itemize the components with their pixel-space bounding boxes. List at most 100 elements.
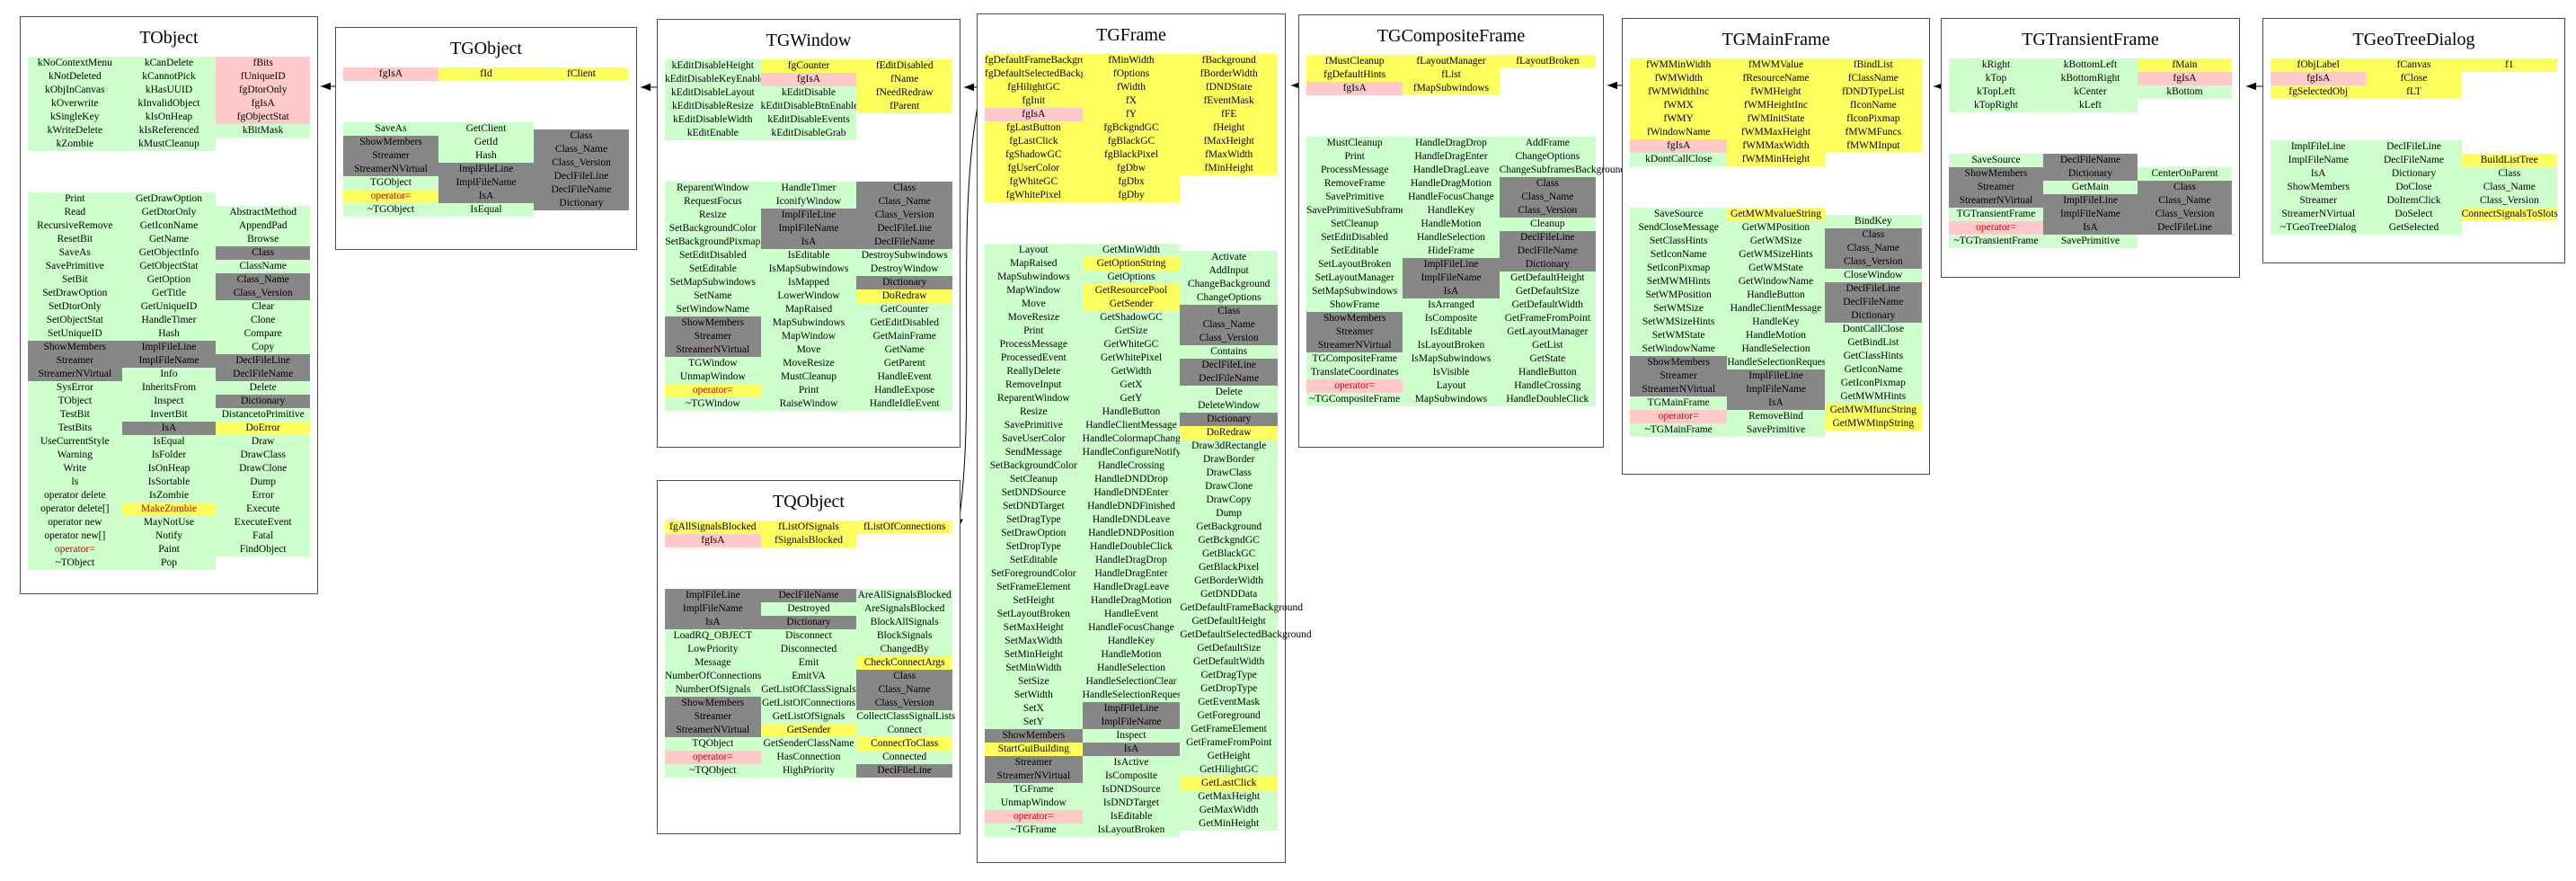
member-cell[interactable]: ConnectSignalsToSlots [2461,208,2558,221]
member-cell[interactable]: StreamerNVirtual [1949,194,2043,208]
member-cell[interactable]: SetDrawOption [985,527,1083,540]
member-cell[interactable]: SaveSource [1630,208,1728,221]
member-cell[interactable]: DrawClass [1180,466,1279,480]
member-cell[interactable]: Print [985,325,1083,338]
member-cell[interactable]: fHeight [1180,121,1279,135]
member-cell[interactable]: Contains [1180,344,1279,359]
member-cell[interactable]: NumberOfSignals [665,683,761,697]
member-cell[interactable]: fX [1082,94,1181,108]
member-cell[interactable]: fObjLabel [2271,58,2367,72]
member-cell[interactable]: kIsReferenced [121,124,217,138]
member-cell[interactable]: GetMWMinpString [1824,416,1922,431]
member-cell[interactable]: kEditDisableEvents [760,113,857,127]
member-cell[interactable]: fMinHeight [1180,162,1279,175]
member-cell[interactable]: StreamerNVirtual [2271,208,2367,221]
member-cell[interactable]: AddFrame [1499,137,1596,150]
member-cell[interactable]: fName [856,73,953,86]
member-cell[interactable]: Print [28,192,122,206]
member-cell[interactable]: HandleTimer [121,314,217,327]
member-cell[interactable]: HandleFocusChange [1082,621,1181,635]
member-cell[interactable]: AddInput [1180,263,1279,278]
member-cell[interactable]: ShowMembers [1949,167,2043,181]
member-cell[interactable]: ProcessMessage [1306,164,1403,177]
member-cell[interactable]: fgIsA [343,67,438,81]
member-cell[interactable]: ImplFileLine [121,341,217,354]
class-title-tobject[interactable]: TObject [139,28,199,48]
member-cell[interactable]: Class_Name [534,142,629,156]
member-cell[interactable]: HandleClientMessage [1082,419,1181,432]
member-cell[interactable]: fMustCleanup [1306,55,1403,68]
member-cell[interactable]: fgShadowGC [985,148,1083,162]
member-cell[interactable]: DeclFileName [760,589,857,602]
member-cell[interactable]: Pop [121,556,217,570]
member-cell[interactable]: Compare [216,327,311,341]
member-cell[interactable]: NumberOfConnections [665,670,762,683]
member-cell[interactable]: SetMinHeight [985,648,1083,662]
member-cell[interactable]: fLayoutBroken [1499,55,1596,68]
member-cell[interactable]: HandleEvent [856,370,953,384]
member-cell[interactable]: fgDefaultHints [1306,68,1403,82]
member-cell[interactable]: IsFolder [121,449,217,462]
member-cell[interactable]: fMapSubwindows [1403,82,1500,95]
member-cell[interactable]: IsOnHeap [121,462,217,476]
member-cell[interactable]: kEditDisableResize [665,100,761,113]
member-cell[interactable]: SysError [28,381,122,395]
member-cell[interactable]: fgObjectStat [216,111,311,124]
member-cell[interactable]: DeclFileName [216,368,311,381]
member-cell[interactable]: kTopLeft [1949,85,2043,99]
member-cell[interactable]: kTop [1949,72,2043,85]
member-cell[interactable]: SavePrimitive [1306,191,1403,204]
member-cell[interactable]: GetMinWidth [1082,244,1181,257]
member-cell[interactable]: Class_Version [1499,204,1596,218]
member-cell[interactable]: Dictionary [1180,412,1279,426]
member-cell[interactable]: Resize [985,405,1083,419]
member-cell[interactable]: HandleDragLeave [1403,164,1500,177]
member-cell[interactable]: HandleDNDLeave [1082,513,1181,527]
member-cell[interactable]: ShowMembers [28,341,122,354]
member-cell[interactable]: fDNDState [1180,81,1279,94]
member-cell[interactable]: fgCounter [760,59,857,73]
member-cell[interactable]: SetLayoutBroken [1306,258,1403,271]
member-cell[interactable]: Streamer [985,756,1083,770]
member-cell[interactable]: GetWMSize [1727,235,1825,248]
member-cell[interactable]: fgDtorOnly [216,84,311,97]
member-cell[interactable]: fWMHeightInc [1727,99,1825,112]
member-cell[interactable]: BlockSignals [856,629,953,643]
member-cell[interactable]: IsEditable [760,249,857,263]
member-cell[interactable]: Dump [216,476,311,489]
member-cell[interactable]: GetIconName [121,219,217,233]
member-cell[interactable]: fWMMinHeight [1727,153,1825,166]
member-cell[interactable]: GetShadowGC [1082,311,1181,325]
member-cell[interactable]: Layout [1403,379,1500,393]
member-cell[interactable]: HandleIdleEvent [856,397,953,411]
member-cell[interactable]: Browse [216,233,311,246]
member-cell[interactable]: Copy [216,341,311,354]
member-cell[interactable]: HandleMotion [1082,648,1181,662]
member-cell[interactable]: Class_Name [1499,191,1596,204]
member-cell[interactable]: GetOption [121,273,217,287]
member-cell[interactable]: SetSize [985,675,1083,689]
member-cell[interactable]: operator delete[] [28,503,122,516]
member-cell[interactable]: kDontCallClose [1630,153,1728,166]
member-cell[interactable]: SetObjectStat [28,314,122,327]
member-cell[interactable]: LowerWindow [760,289,857,303]
member-cell[interactable]: Resize [665,209,761,222]
member-cell[interactable]: kSingleKey [28,111,122,124]
member-cell[interactable]: HandleButton [1082,405,1181,419]
member-cell[interactable]: fMain [2138,58,2232,72]
member-cell[interactable]: operator delete [28,489,122,503]
member-cell[interactable]: StreamerNVirtual [1306,339,1403,352]
member-cell[interactable]: GetMainFrame [856,330,953,343]
member-cell[interactable]: ~TQObject [665,764,761,778]
member-cell[interactable]: ls [28,476,122,489]
member-cell[interactable]: IsA [1082,743,1181,756]
member-cell[interactable]: Class_Version [1180,331,1279,345]
member-cell[interactable]: GetLayoutManager [1499,325,1596,339]
member-cell[interactable]: fEventMask [1180,94,1279,108]
member-cell[interactable]: GetWMState [1727,262,1825,275]
member-cell[interactable]: StreamerNVirtual [1630,383,1728,396]
member-cell[interactable]: DestroySubwindows [856,249,953,263]
member-cell[interactable]: kEditDisableGrab [760,127,857,140]
member-cell[interactable]: AppendPad [216,219,311,233]
member-cell[interactable]: SetBit [28,273,122,287]
